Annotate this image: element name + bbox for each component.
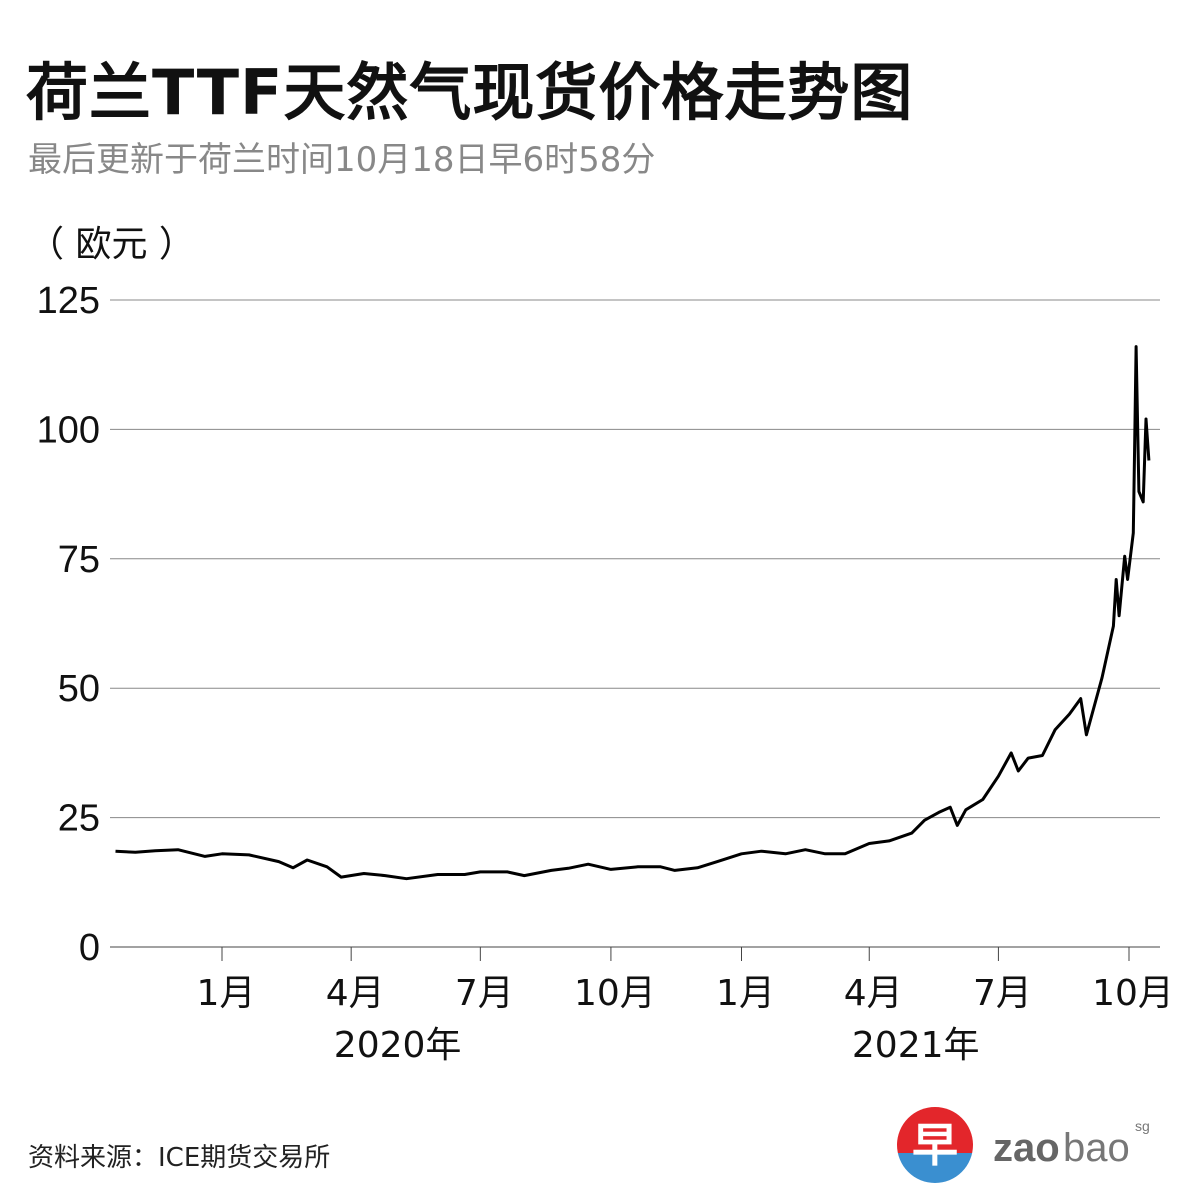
x-tick-label: 10月 xyxy=(1092,973,1174,1014)
chart-title: 荷兰TTF天然气现货价格走势图 xyxy=(26,56,914,129)
y-tick-label: 0 xyxy=(79,927,100,969)
x-tick-label: 7月 xyxy=(455,973,514,1014)
year-label: 2020年 xyxy=(334,1025,462,1066)
y-tick-label: 100 xyxy=(37,409,100,451)
chart-subtitle: 最后更新于荷兰时间10月18日早6时58分 xyxy=(28,140,656,180)
y-tick-label: 25 xyxy=(58,798,100,840)
line-chart: 0 25 50 75 100 125 1月 4月 7月 10月 1月 4月 7月 10月 2020年 2021… xyxy=(37,280,1174,1066)
svg-text:sg: sg xyxy=(1135,1118,1150,1134)
y-tick-label: 75 xyxy=(58,539,100,581)
y-tick-label: 125 xyxy=(37,280,100,322)
x-tick-label: 10月 xyxy=(574,973,656,1014)
svg-text:早: 早 xyxy=(912,1118,958,1172)
zaobao-logo: 早 zao bao sg xyxy=(897,1107,1150,1183)
x-tick-label: 7月 xyxy=(973,973,1032,1014)
svg-text:zao: zao xyxy=(993,1126,1060,1170)
x-tick-label: 1月 xyxy=(197,973,256,1014)
source-note: 资料来源：ICE期货交易所 xyxy=(28,1143,331,1173)
year-label: 2021年 xyxy=(852,1025,980,1066)
svg-text:bao: bao xyxy=(1063,1126,1130,1170)
price-line xyxy=(115,345,1151,881)
x-tick-label: 4月 xyxy=(844,973,903,1014)
x-tick-label: 4月 xyxy=(326,973,385,1014)
y-tick-label: 50 xyxy=(58,668,100,710)
x-tick-label: 1月 xyxy=(716,973,775,1014)
y-axis-unit-label: （ 欧元 ） xyxy=(28,224,195,265)
